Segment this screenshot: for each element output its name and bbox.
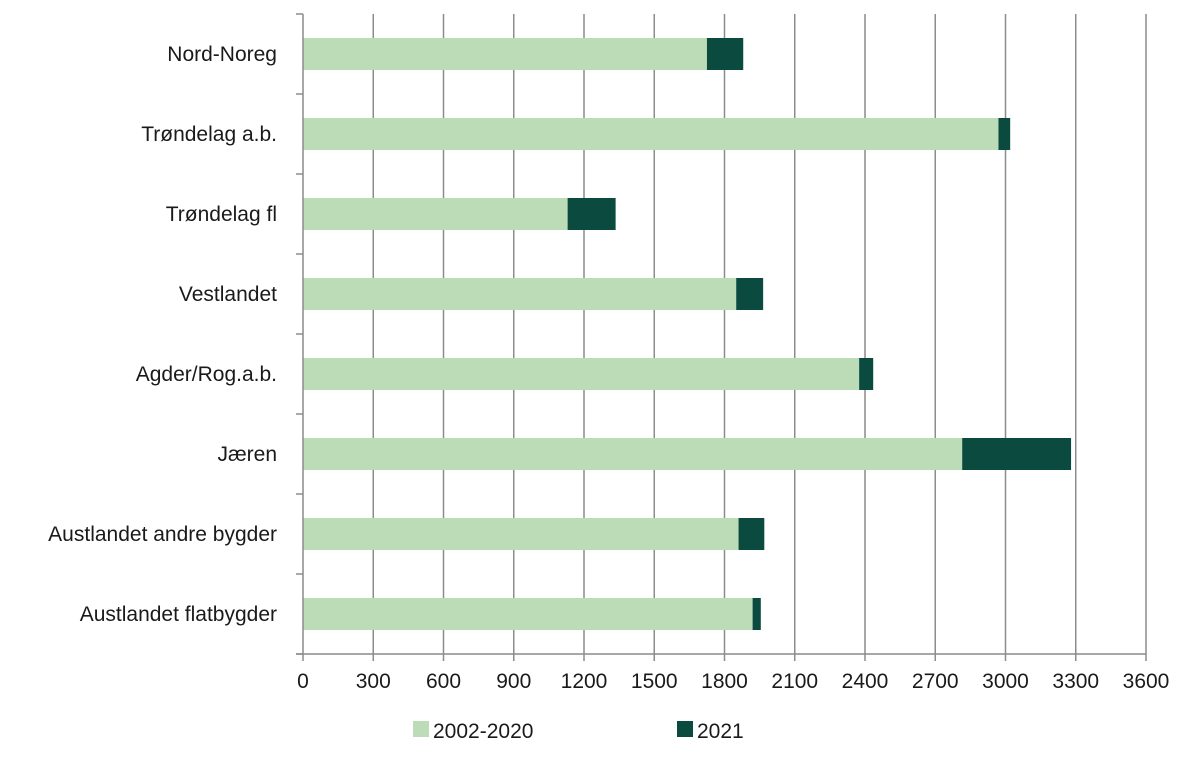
bar-nord-noreg-2021	[706, 38, 744, 70]
x-tick-label: 1800	[701, 670, 748, 693]
category-label-trøndelag-a-b: Trøndelag a.b.	[141, 123, 277, 146]
x-tick-label: 3600	[1123, 670, 1170, 693]
category-label-austlandet-andre-bygder: Austlandet andre bygder	[48, 523, 277, 546]
category-label-agder-rog-a-b: Agder/Rog.a.b.	[136, 363, 277, 386]
x-tick-label: 3000	[982, 670, 1029, 693]
x-tick-label: 1200	[561, 670, 608, 693]
category-label-trøndelag-fl: Trøndelag fl	[166, 203, 277, 226]
category-label-nord-noreg: Nord-Noreg	[167, 43, 277, 66]
x-tick-label: 600	[426, 670, 461, 693]
labels: 0 300 600 900 1200 1500 1800 2100 2400 2700 3000 33…	[48, 43, 1169, 693]
x-tick-label: 300	[356, 670, 391, 693]
x-tick-label: 0	[297, 670, 309, 693]
x-tick-label: 1500	[631, 670, 678, 693]
x-tick-label: 2100	[771, 670, 818, 693]
legend-label-2002-2020: 2002-2020	[433, 720, 533, 743]
legend-label-2021: 2021	[697, 720, 744, 743]
bar-nord-noreg-2002-2020	[303, 38, 707, 70]
legend-swatch-2002-2020	[413, 721, 429, 737]
bars	[303, 38, 1072, 630]
x-tick-label: 3300	[1052, 670, 1099, 693]
bar-jæren-2002-2020	[303, 438, 963, 470]
bar-agder-rog-a-b-2021	[859, 358, 874, 390]
x-tick-label: 2700	[912, 670, 959, 693]
bar-vestlandet-2002-2020	[303, 278, 737, 310]
x-tick-label: 900	[496, 670, 531, 693]
bar-agder-rog-a-b-2002-2020	[303, 358, 860, 390]
bar-trøndelag-a-b-2002-2020	[303, 118, 999, 150]
bar-trøndelag-a-b-2021	[998, 118, 1011, 150]
bar-austlandet-andre-bygder-2002-2020	[303, 518, 739, 550]
category-label-jæren: Jæren	[217, 443, 277, 466]
bar-trøndelag-fl-2002-2020	[303, 198, 568, 230]
legend-swatch-2021	[677, 721, 693, 737]
legend: 2002-2020 2021	[413, 720, 744, 743]
bar-trøndelag-fl-2021	[567, 198, 616, 230]
axes	[296, 13, 1147, 661]
bar-austlandet-flatbygder-2002-2020	[303, 598, 753, 630]
bar-vestlandet-2021	[736, 278, 764, 310]
category-label-austlandet-flatbygder: Austlandet flatbygder	[80, 603, 277, 626]
bar-austlandet-flatbygder-2021	[752, 598, 761, 630]
bar-jæren-2021	[962, 438, 1072, 470]
bar-austlandet-andre-bygder-2021	[738, 518, 765, 550]
x-tick-label: 2400	[842, 670, 889, 693]
category-label-vestlandet: Vestlandet	[179, 283, 277, 306]
gridlines	[372, 14, 1147, 654]
